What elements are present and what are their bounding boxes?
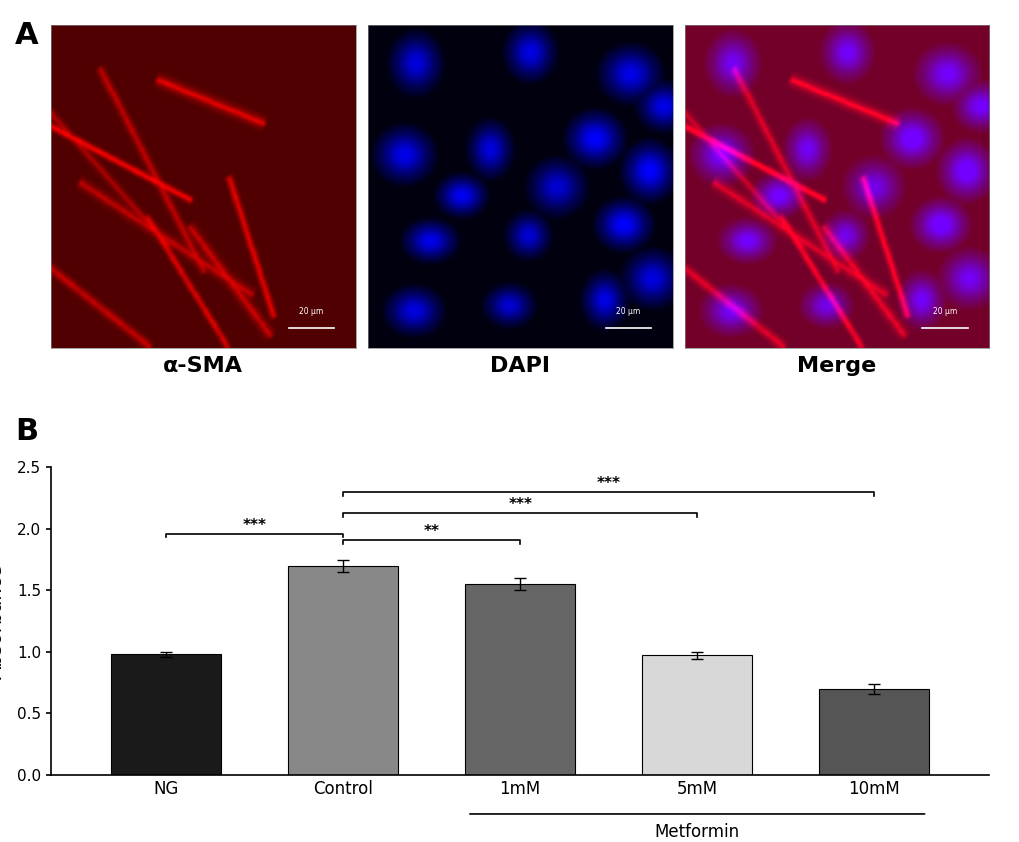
Bar	[642, 655, 751, 775]
Text: **: **	[423, 525, 439, 540]
Text: ***: ***	[596, 477, 621, 492]
Bar	[288, 566, 397, 775]
Text: B: B	[15, 417, 39, 445]
Bar	[465, 584, 575, 775]
Text: 20 μm: 20 μm	[932, 306, 957, 316]
Text: 20 μm: 20 μm	[615, 306, 640, 316]
X-axis label: α-SMA: α-SMA	[163, 356, 244, 376]
Text: A: A	[15, 21, 39, 50]
Y-axis label: Absorbance: Absorbance	[0, 563, 6, 679]
Text: ***: ***	[507, 498, 532, 512]
Text: ***: ***	[243, 518, 266, 533]
X-axis label: Merge: Merge	[797, 356, 875, 376]
Bar	[111, 654, 221, 775]
X-axis label: DAPI: DAPI	[490, 356, 549, 376]
Text: Metformin: Metformin	[654, 823, 739, 840]
Text: 20 μm: 20 μm	[300, 306, 323, 316]
Bar	[818, 689, 928, 775]
